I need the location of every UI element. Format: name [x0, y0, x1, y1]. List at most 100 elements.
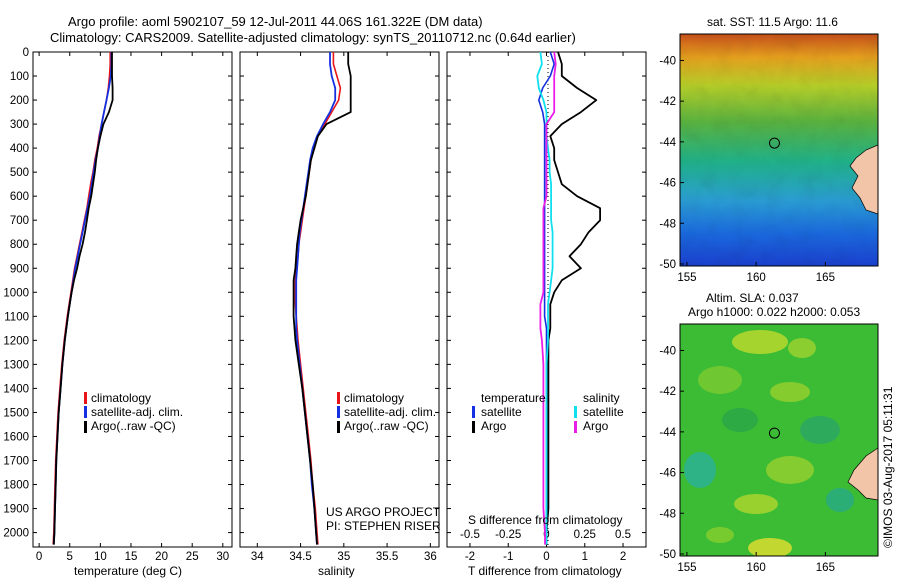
- map-y-tick-label: -46: [659, 178, 676, 190]
- salinity-xlabel: salinity: [318, 564, 355, 578]
- temperature-axes: [32, 51, 233, 548]
- series-line-climatology: [294, 52, 342, 545]
- legend-label-t-satellite: satellite: [481, 405, 522, 419]
- legend-label-s-argo: Argo: [583, 419, 609, 433]
- sst-texture: [680, 34, 878, 266]
- legend-label-argo: Argo(..raw -QC): [91, 419, 176, 433]
- map-y-tick-label: -48: [659, 508, 676, 520]
- x-tick-label: 10: [94, 551, 107, 563]
- legend-swatch-climatology: [84, 392, 87, 404]
- depth-ticks: 0 100 200 300 400 500 600 700 800 900 1000 1100 1200…: [3, 47, 232, 540]
- sla-map-title-1: Altim. SLA: 0.037: [706, 291, 799, 305]
- x-tick-label: 15: [125, 551, 138, 563]
- title-line-1: Argo profile: aoml 5902107_59 12-Jul-201…: [68, 14, 483, 29]
- difference-xticks: -2 -1 0 1 2: [465, 52, 626, 563]
- map-x-tick-label: 155: [677, 562, 696, 574]
- x-tick-label: 35: [337, 551, 350, 563]
- difference-legend: temperature satellite Argo salinity sate…: [472, 391, 624, 433]
- salinity-depth-ticks: [240, 51, 439, 534]
- x-tick-label: 1: [582, 551, 588, 563]
- legend-temperature-heading: temperature: [481, 391, 546, 405]
- depth-tick-label: 1900: [3, 504, 29, 516]
- series-line-satellite-adj-clim-: [295, 52, 337, 545]
- depth-tick-label: 100: [10, 71, 29, 83]
- sst-map: sat. SST: 11.5 Argo: 11.6 155 160 165 -40 -4…: [659, 15, 879, 284]
- map-x-tick-label: 165: [816, 272, 835, 284]
- s-tick-label: -0.25: [495, 529, 521, 541]
- sla-map-ticks: 155 160 165 -40 -42 -44 -46 -48 -50: [659, 345, 835, 574]
- sst-map-frame: [679, 33, 879, 267]
- x-tick-label: 0: [543, 551, 549, 563]
- depth-tick-label: 800: [10, 239, 29, 251]
- sla-blobs: [684, 330, 854, 556]
- depth-tick-label: 1400: [3, 383, 29, 395]
- map-y-tick-label: -42: [659, 386, 676, 398]
- legend-label-s-satellite: satellite: [583, 405, 624, 419]
- series-line-argo-raw-qc-: [292, 52, 352, 545]
- legend-label-argo: Argo(..raw -QC): [344, 419, 429, 433]
- sla-field: [680, 324, 878, 556]
- legend-swatch-s-satellite: [574, 406, 577, 418]
- map-y-tick-label: -40: [659, 55, 676, 67]
- difference-depth-ticks: [447, 51, 646, 534]
- x-tick-label: 34: [251, 551, 264, 563]
- depth-tick-label: 1600: [3, 431, 29, 443]
- x-tick-label: 34.5: [289, 551, 311, 563]
- map-y-tick-label: -44: [659, 137, 676, 149]
- series-line-salinity-satellite: [536, 51, 554, 545]
- depth-tick-label: 500: [10, 167, 29, 179]
- s-tick-label: -0.5: [460, 529, 480, 541]
- temperature-lines: [52, 52, 114, 545]
- map-y-tick-label: -42: [659, 96, 676, 108]
- depth-tick-label: 400: [10, 143, 29, 155]
- salinity-xticks: 34 34.5 35 35.5 36: [251, 52, 437, 563]
- depth-tick-label: 0: [23, 47, 29, 59]
- depth-tick-label: 200: [10, 95, 29, 107]
- depth-tick-label: 300: [10, 119, 29, 131]
- map-x-tick-label: 160: [747, 562, 766, 574]
- legend-swatch-argo: [337, 421, 340, 433]
- map-x-tick-label: 160: [747, 272, 766, 284]
- sla-map: Altim. SLA: 0.037 Argo h1000: 0.022 h200…: [659, 291, 879, 574]
- map-y-tick-label: -50: [659, 549, 676, 561]
- x-tick-label: 0: [36, 551, 42, 563]
- x-tick-label: 36: [424, 551, 437, 563]
- pi-annotation: PI: STEPHEN RISER: [326, 519, 441, 533]
- temperature-xlabel: temperature (deg C): [74, 564, 182, 578]
- legend-swatch-satellite: [337, 406, 340, 418]
- project-annotation: US ARGO PROJECT: [326, 505, 441, 519]
- sst-map-title: sat. SST: 11.5 Argo: 11.6: [707, 15, 838, 29]
- depth-tick-label: 600: [10, 191, 29, 203]
- difference-lines: [536, 51, 601, 545]
- x-tick-label: 20: [155, 551, 168, 563]
- x-tick-label: 2: [620, 551, 626, 563]
- series-line-salinity-argo: [539, 51, 557, 545]
- legend-swatch-argo: [84, 421, 87, 433]
- legend-label-climatology: climatology: [344, 391, 404, 405]
- depth-tick-label: 1300: [3, 359, 29, 371]
- s-difference-xlabel: S difference from climatology: [468, 513, 623, 527]
- map-y-tick-label: -48: [659, 218, 676, 230]
- salinity-axes: [239, 51, 440, 548]
- depth-tick-label: 1100: [4, 311, 29, 323]
- sla-map-title-2: Argo h1000: 0.022 h2000: 0.053: [688, 305, 860, 319]
- legend-label-satellite: satellite-adj. clim.: [91, 405, 183, 419]
- imos-stamp: ©IMOS 03-Aug-2017 05:11:31: [881, 386, 895, 548]
- salinity-legend: climatology satellite-adj. clim. Argo(..…: [337, 391, 436, 433]
- salinity-panel: 34 34.5 35 35.5 36 salinity climatology sate…: [239, 51, 441, 578]
- legend-swatch-satellite: [84, 406, 87, 418]
- depth-tick-label: 2000: [3, 528, 29, 540]
- argo-position-marker-2: [768, 427, 780, 439]
- salinity-lines: [292, 52, 352, 545]
- argo-position-marker: [768, 137, 780, 149]
- depth-tick-label: 1700: [3, 455, 29, 467]
- depth-tick-label: 1200: [3, 335, 29, 347]
- legend-label-satellite: satellite-adj. clim.: [344, 405, 436, 419]
- map-y-tick-label: -44: [659, 427, 676, 439]
- map-y-tick-label: -50: [659, 259, 676, 271]
- temperature-xticks: 0 5 10 15 20 25 30: [36, 52, 229, 563]
- temperature-legend: climatology satellite-adj. clim. Argo(..…: [84, 391, 183, 433]
- depth-tick-label: 1500: [3, 407, 29, 419]
- title-line-2: Climatology: CARS2009. Satellite-adjuste…: [50, 30, 576, 45]
